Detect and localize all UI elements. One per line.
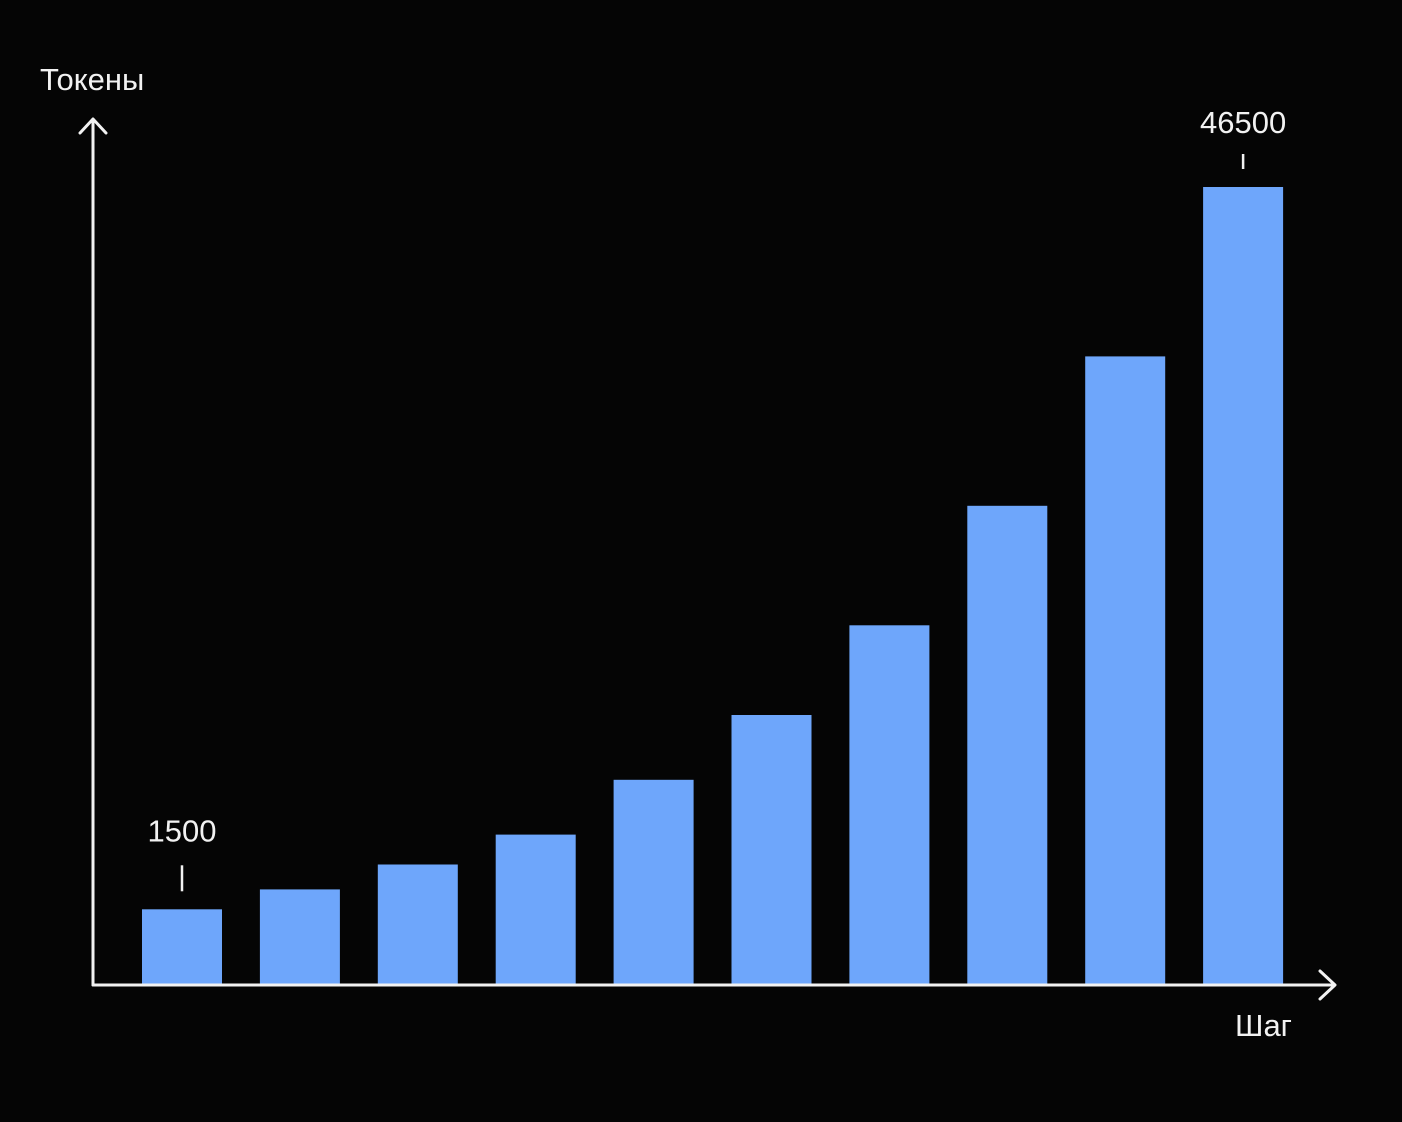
bar-2 bbox=[259, 889, 340, 984]
x-axis-arrow bbox=[1318, 969, 1337, 1001]
bar-8 bbox=[967, 505, 1048, 984]
bar-10 bbox=[1203, 187, 1284, 984]
bar-3 bbox=[377, 864, 458, 985]
x-axis-label: Шаг bbox=[1235, 1008, 1292, 1043]
bar-6 bbox=[731, 715, 812, 984]
bar-5 bbox=[613, 779, 694, 984]
bar-9 bbox=[1085, 356, 1166, 984]
bar-1 bbox=[142, 909, 222, 984]
y-axis-arrow bbox=[78, 117, 108, 135]
bars-group bbox=[142, 187, 1284, 985]
bar-4 bbox=[495, 834, 576, 984]
annotations-group: 1500 46500 bbox=[148, 105, 1286, 892]
annotation-label-1: 1500 bbox=[148, 813, 217, 848]
y-axis-label: Токены bbox=[40, 62, 144, 97]
annotation-label-2: 46500 bbox=[1200, 105, 1286, 140]
bar-7 bbox=[849, 625, 930, 984]
